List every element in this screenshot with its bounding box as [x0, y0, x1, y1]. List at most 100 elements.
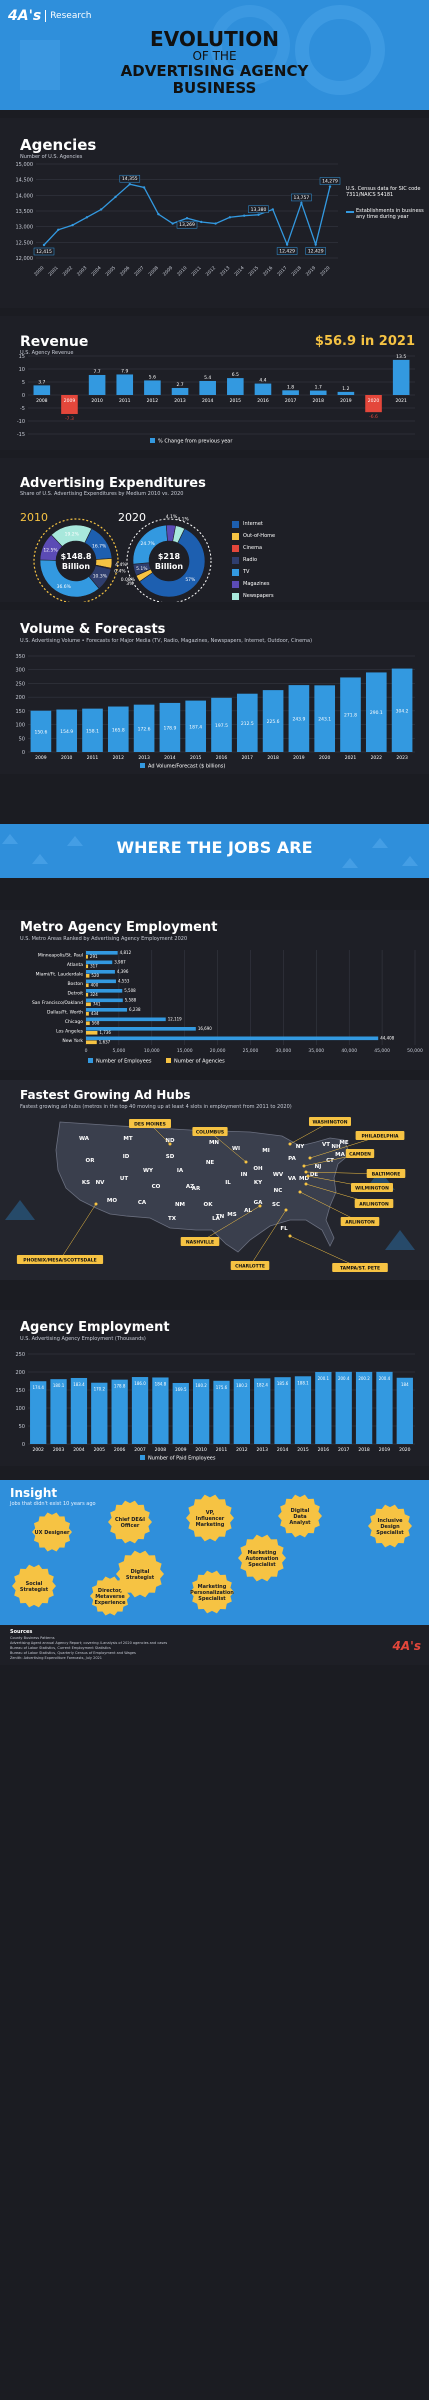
- bar-value-label: 184.8: [155, 1381, 167, 1386]
- callout-box: [192, 1127, 228, 1136]
- revenue-headline: $56.9 in 2021: [314, 334, 415, 349]
- source-line: County Business Patterns: [10, 1636, 55, 1640]
- volume-bar: [185, 700, 207, 752]
- callout-box: [366, 1169, 406, 1178]
- insight-job-label: Digital: [291, 1508, 310, 1514]
- state-label: SD: [166, 1154, 175, 1160]
- slice-label: 36.6%: [57, 584, 72, 590]
- agencies-line-chart: 12,000 12,500 13,000 13,500 14,000 14,500 15,0…: [16, 162, 341, 278]
- x-tick-label: 2017: [276, 265, 288, 277]
- legend-swatch: [232, 532, 239, 540]
- volume-bar-chart: 0 50 100 150 200 250 300 350 150.6 2009 154.9 2010 1…: [15, 654, 415, 770]
- x-tick-label: 15,000: [177, 1048, 193, 1054]
- banner-pattern: [2, 834, 418, 868]
- callout-box: [355, 1131, 405, 1140]
- legend-swatch: [166, 1058, 171, 1063]
- bar-value-label: 225.6: [267, 719, 280, 725]
- revenue-bar: [33, 385, 51, 395]
- category-label: Dallas/Ft. Worth: [47, 1009, 83, 1015]
- footer-logo[interactable]: 4A's: [393, 1639, 421, 1653]
- insight-burst: [108, 1500, 152, 1544]
- callout-label: TAMPA/ST. PETE: [340, 1266, 380, 1272]
- legend-item: Magazines: [232, 578, 312, 590]
- volume-title: Volume & Forecasts: [20, 622, 166, 637]
- employment-bar: [91, 1382, 108, 1444]
- employment-subtitle: U.S. Advertising Agency Employment (Thou…: [20, 1336, 146, 1342]
- bar-value-label: 2.7: [176, 382, 183, 388]
- employees-value-label: 12,119: [168, 1017, 182, 1022]
- insight-job-label: Influencer: [196, 1516, 225, 1522]
- revenue-bar: [254, 383, 272, 395]
- x-tick-label: 2011: [190, 265, 202, 277]
- volume-bar: [391, 668, 413, 752]
- state-label: MS: [227, 1212, 236, 1218]
- callout-box: [351, 1183, 393, 1192]
- source-line: Advertising Agent annual Agency Report; …: [10, 1641, 168, 1645]
- x-tick-label: 2007: [133, 265, 145, 277]
- employment-bar: [233, 1379, 251, 1444]
- agencies-bar: [86, 973, 90, 978]
- y-tick-label: 250: [15, 681, 25, 687]
- data-point: [300, 201, 303, 205]
- agencies-title: Agencies: [20, 136, 97, 154]
- bar-value-label: 172.6: [138, 726, 151, 732]
- insight-job-label: Director,: [98, 1588, 122, 1594]
- volume-bar: [107, 706, 129, 752]
- revenue-bar: [199, 380, 216, 395]
- employment-bar: [131, 1377, 149, 1444]
- insight-job-label: Strategist: [126, 1575, 155, 1581]
- bar-value-label: -6.6: [369, 414, 378, 420]
- x-tick-label: 2005: [105, 265, 117, 277]
- bar-value-label: 178.9: [163, 725, 176, 731]
- x-tick-label: 2015: [297, 1447, 309, 1453]
- bar-value-label: 5.6: [149, 374, 156, 380]
- x-tick-label: 2019: [293, 755, 305, 761]
- category-label: Atlanta: [67, 962, 83, 968]
- insight-burst: [12, 1564, 56, 1608]
- bar-value-label: 180.1: [53, 1383, 65, 1388]
- agencies-section: Agencies Number of U.S. Agencies 12,000 1…: [0, 118, 429, 308]
- data-label: 13,757: [294, 195, 310, 201]
- slice-label: 12.5%: [43, 547, 58, 553]
- agencies-value-label: 520: [91, 973, 99, 978]
- state-label: MO: [107, 1198, 117, 1204]
- bar-value-label: 150.6: [34, 729, 47, 735]
- agencies-value-label: 741: [93, 1002, 101, 1007]
- y-tick-label: 13,000: [16, 225, 34, 231]
- slice-label: 4.4%: [115, 562, 127, 568]
- x-tick-label: 2003: [53, 1447, 65, 1453]
- state-label: OR: [86, 1158, 96, 1164]
- legend-swatch: [232, 592, 239, 600]
- legend-swatch: [232, 556, 239, 564]
- insight-job-label: Strategist: [20, 1587, 49, 1593]
- callout-label: PHOENIX/MESA/SCOTTSDALE: [23, 1258, 96, 1264]
- metro-bar-chart: 0 5,000 10,000 15,000 20,000 25,000 30,000 35,0…: [32, 950, 423, 1065]
- footer-brand-mark: 4A's: [392, 1639, 421, 1653]
- bar-value-label: 169.5: [175, 1387, 187, 1392]
- x-tick-label: 2022: [371, 755, 383, 761]
- state-label: WA: [79, 1136, 90, 1142]
- bar-value-label: 200.1: [318, 1376, 330, 1381]
- bar-value-label: 165.8: [112, 727, 125, 733]
- state-label: DE: [310, 1172, 319, 1178]
- x-tick-label: 2006: [114, 1447, 126, 1453]
- y-tick-label: 14,500: [16, 178, 34, 184]
- insight-job-label: UX Designer: [35, 1530, 70, 1536]
- revenue-bar: [365, 395, 382, 413]
- insight-burst: [368, 1504, 412, 1548]
- bar-value-label: 178.8: [114, 1384, 126, 1389]
- x-tick-label: 2020: [319, 265, 331, 277]
- center-2020: $218 Billion: [141, 552, 197, 571]
- insight-title: Insight: [10, 1486, 58, 1500]
- hub-marker: [306, 1174, 310, 1178]
- state-label: FL: [280, 1226, 288, 1232]
- brand-logo[interactable]: 4A's Research: [8, 8, 92, 24]
- insight-burst: [186, 1494, 234, 1542]
- employment-bar: [30, 1381, 47, 1444]
- y-tick-label: 14,000: [16, 193, 34, 199]
- x-tick-label: 45,000: [374, 1048, 390, 1054]
- state-label: NJ: [315, 1164, 322, 1170]
- bar-value-label: 6.5: [232, 372, 239, 378]
- revenue-bar-chart: -15 -10 -5 0 5 10 15 3.7 2008 -7.3 2009 7.7 2010 7.9 2…: [17, 354, 415, 445]
- x-tick-label: 2010: [176, 265, 188, 277]
